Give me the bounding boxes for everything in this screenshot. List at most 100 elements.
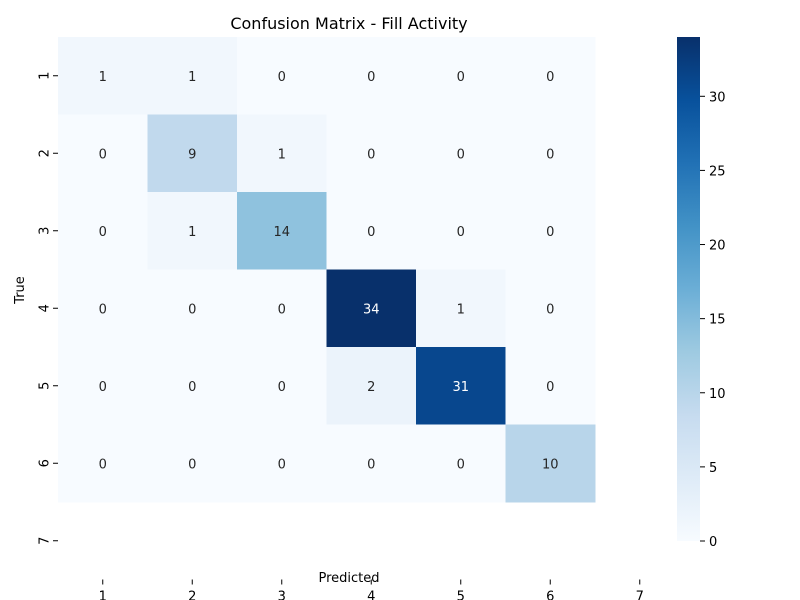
heatmap-cell [326,424,417,503]
cell-value-label: 34 [363,302,380,317]
cell-value-label: 14 [273,225,290,240]
cell-value-label: 0 [99,302,107,317]
heatmap-cell [326,37,417,115]
heatmap-cell [58,192,148,270]
cell-value-label: 1 [278,147,286,162]
colorbar-ticks: 0 5 10 15 20 25 30 [700,90,726,550]
cell-value-label: 0 [457,457,465,472]
heatmap-cell [58,37,148,115]
heatmap-cell [326,114,417,193]
cell-value-label: 0 [367,70,375,85]
cell-value-label: 0 [367,147,375,162]
cell-value-label: 0 [367,225,375,240]
cell-value-label: 0 [457,70,465,85]
heatmap-cell [147,347,238,425]
x-tick-label: 1 [99,590,107,600]
colorbar-tick-label: 30 [709,90,726,105]
cell-value-label: 1 [188,225,196,240]
cell-value-label: 0 [99,225,107,240]
cell-value-label: 9 [188,147,196,162]
cell-value-label: 0 [546,147,554,162]
heatmap-cell [147,269,238,348]
x-tick-label: 2 [188,590,196,600]
colorbar-tick-label: 10 [709,387,726,402]
colorbar-tick-label: 0 [709,535,717,550]
y-tick-label: 1 [38,72,53,80]
heatmap-cell [58,347,148,425]
y-axis-ticks: 1 2 3 4 5 6 7 [38,72,58,545]
x-axis-label: Predicted [318,571,379,586]
x-axis-ticks: 1 2 3 4 5 6 7 [99,579,644,600]
colorbar-tick-label: 25 [709,164,726,179]
cell-value-label: 0 [546,70,554,85]
cell-value-label: 10 [542,457,559,472]
cell-value-label: 0 [99,380,107,395]
cell-value-label: 0 [99,147,107,162]
heatmap-cell [147,114,238,193]
cell-value-label: 0 [367,457,375,472]
chart-title: Confusion Matrix - Fill Activity [230,14,467,33]
y-tick-label: 5 [38,382,53,390]
cell-value-label: 2 [367,380,375,395]
heatmap-cell [237,114,327,193]
cell-value-label: 1 [99,70,107,85]
heatmap-cell [416,269,506,348]
heatmap-cell [58,269,148,348]
y-tick-label: 6 [38,459,53,467]
heatmap-cell [416,347,506,425]
heatmap-cell [237,37,327,115]
x-tick-label: 3 [278,590,286,600]
heatmap-cell [326,192,417,270]
heatmap-cell [505,424,596,503]
heatmap-cell [237,424,327,503]
heatmap-cell [416,424,506,503]
y-axis-label: True [13,276,28,305]
heatmap-cell [326,269,417,348]
x-tick-label: 5 [457,590,465,600]
cell-value-label: 0 [188,457,196,472]
heatmap-cell [58,114,148,193]
cell-value-label: 0 [457,225,465,240]
heatmap-cell [147,424,238,503]
cell-value-label: 0 [278,457,286,472]
y-tick-label: 4 [38,304,53,312]
cell-value-label: 0 [457,147,465,162]
x-tick-label: 7 [636,590,644,600]
cell-value-label: 0 [278,302,286,317]
heatmap-cell [237,192,327,270]
cell-value-label: 0 [546,380,554,395]
heatmap-cell [237,347,327,425]
heatmap-cell [505,37,596,115]
cell-value-label: 31 [452,380,469,395]
cell-value-label: 1 [457,302,465,317]
x-tick-label: 4 [367,590,375,600]
cell-value-label: 1 [188,70,196,85]
y-tick-label: 7 [38,537,53,545]
heatmap-cell [147,192,238,270]
heatmap-cell-labels: 1 1 0 0 0 00 9 1 0 0 00 1 14 0 0 00 0 0 34 1 00 0 0 2 31 00 0 0 0 0 10 [99,70,559,473]
cell-value-label: 0 [278,70,286,85]
y-tick-label: 3 [38,227,53,235]
heatmap-cell [505,269,596,348]
heatmap-cell [505,192,596,270]
colorbar-tick-label: 15 [709,313,726,328]
cell-value-label: 0 [546,225,554,240]
heatmap-cell [147,37,238,115]
cell-value-label: 0 [278,380,286,395]
colorbar-tick-label: 20 [709,239,726,254]
heatmap-cells [58,37,596,503]
colorbar [677,37,700,541]
heatmap-cell [416,114,506,193]
colorbar-tick-label: 5 [709,461,717,476]
y-tick-label: 2 [38,149,53,157]
heatmap-cell [505,114,596,193]
cell-value-label: 0 [188,380,196,395]
heatmap-cell [505,347,596,425]
heatmap-cell [326,347,417,425]
heatmap-cell [416,192,506,270]
heatmap-cell [237,269,327,348]
x-tick-label: 6 [546,590,554,600]
cell-value-label: 0 [188,302,196,317]
cell-value-label: 0 [546,302,554,317]
